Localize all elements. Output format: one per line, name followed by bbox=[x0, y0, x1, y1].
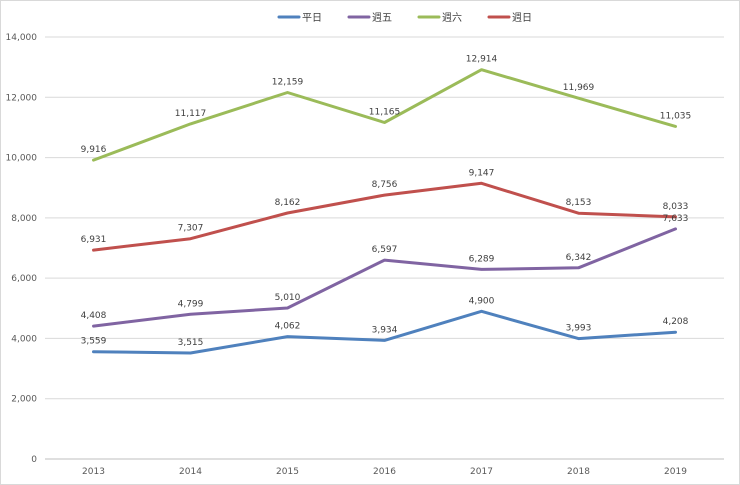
data-label: 9,147 bbox=[469, 168, 495, 178]
y-tick-label: 2,000 bbox=[11, 395, 37, 405]
y-tick-label: 12,000 bbox=[6, 93, 38, 103]
data-label: 7,633 bbox=[663, 214, 689, 224]
data-label: 8,162 bbox=[275, 198, 301, 208]
series-line-週六 bbox=[92, 68, 677, 162]
series-line-平日 bbox=[92, 309, 677, 355]
legend-label: 週六 bbox=[442, 12, 462, 24]
data-label: 8,756 bbox=[372, 180, 398, 190]
x-tick-label: 2013 bbox=[82, 467, 105, 477]
y-tick-label: 6,000 bbox=[11, 274, 37, 284]
data-label: 5,010 bbox=[275, 293, 301, 303]
x-tick-label: 2019 bbox=[664, 467, 687, 477]
data-label: 4,208 bbox=[663, 317, 689, 327]
y-tick-label: 4,000 bbox=[11, 334, 37, 344]
data-label: 3,993 bbox=[566, 324, 592, 334]
data-labels: 3,559 3,515 4,062 3,934 4,900 3,993 4,208 4,408… bbox=[81, 55, 692, 348]
data-label: 12,159 bbox=[272, 77, 304, 87]
y-tick-label: 10,000 bbox=[6, 154, 38, 164]
data-label: 7,307 bbox=[178, 224, 204, 234]
data-label: 6,931 bbox=[81, 235, 107, 245]
data-label: 11,165 bbox=[369, 107, 401, 117]
data-label: 12,914 bbox=[466, 55, 498, 65]
data-label: 6,342 bbox=[566, 253, 592, 263]
data-label: 8,033 bbox=[663, 202, 689, 212]
x-tick-label: 2018 bbox=[567, 467, 590, 477]
data-label: 4,062 bbox=[275, 322, 301, 332]
data-label: 4,799 bbox=[178, 299, 204, 309]
y-tick-label: 0 bbox=[31, 455, 37, 465]
data-label: 6,597 bbox=[372, 245, 398, 255]
series-line-週五 bbox=[92, 227, 677, 328]
data-label: 3,515 bbox=[178, 338, 204, 348]
data-label: 11,035 bbox=[660, 111, 692, 121]
gridlines bbox=[45, 36, 724, 400]
data-label: 4,900 bbox=[469, 296, 495, 306]
data-label: 11,117 bbox=[175, 109, 207, 119]
data-label: 8,153 bbox=[566, 198, 592, 208]
axes: 0 2,000 4,000 6,000 8,000 10,000 12,000 14,000 2… bbox=[6, 33, 724, 477]
x-tick-label: 2017 bbox=[470, 467, 493, 477]
data-label: 9,916 bbox=[81, 145, 107, 155]
data-label: 11,969 bbox=[563, 83, 595, 93]
legend: 平日 週五 週六 週日 bbox=[277, 12, 532, 24]
data-label: 3,934 bbox=[372, 325, 398, 335]
y-tick-label: 8,000 bbox=[11, 214, 37, 224]
x-tick-label: 2016 bbox=[373, 467, 396, 477]
legend-label: 平日 bbox=[302, 13, 322, 24]
series-lines bbox=[92, 68, 677, 355]
data-label: 4,408 bbox=[81, 311, 107, 321]
series-line-週日 bbox=[92, 181, 677, 252]
y-tick-label: 14,000 bbox=[6, 33, 38, 43]
data-label: 3,559 bbox=[81, 337, 107, 347]
x-tick-label: 2014 bbox=[179, 467, 202, 477]
legend-label: 週五 bbox=[372, 12, 392, 24]
legend-label: 週日 bbox=[512, 12, 532, 24]
data-label: 6,289 bbox=[469, 254, 495, 264]
x-tick-label: 2015 bbox=[276, 467, 299, 477]
